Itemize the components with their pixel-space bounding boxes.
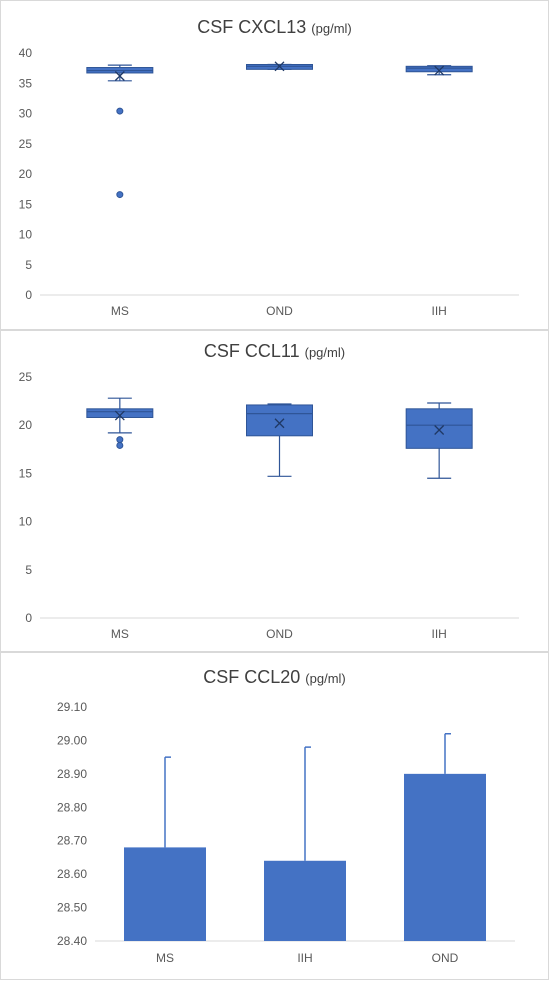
- ccl20-y-tick-label: 28.70: [57, 834, 87, 848]
- ccl20-bar: [404, 773, 486, 941]
- ccl20-y-tick-label: 28.80: [57, 800, 87, 814]
- ccl11-box: [405, 408, 473, 449]
- ccl20-bar-chart: 28.40 28.50 28.60 28.70 28.80 28.90 29.00 29.10…: [57, 700, 515, 965]
- cxcl13-y-tick-label: 5: [25, 258, 32, 272]
- ccl11-category-label: MS: [111, 627, 129, 641]
- ccl11-outlier-point: [116, 436, 124, 444]
- cxcl13-y-tick-label: 10: [19, 228, 33, 242]
- ccl20-title-text: CSF CCL20: [203, 667, 301, 687]
- ccl20-y-tick-label: 28.60: [57, 867, 87, 881]
- ccl11-mean-marker: [114, 410, 125, 421]
- ccl11-y-tick-label: 5: [25, 563, 32, 577]
- cxcl13-y-tick-label: 20: [19, 167, 33, 181]
- ccl20-bar: [264, 860, 346, 941]
- ccl11-box-plot: 0 5 10 15 20 25 MS OND IIH: [19, 370, 519, 641]
- cxcl13-title: CSF CXCL13 (pg/ml): [1, 17, 548, 38]
- ccl11-title: CSF CCL11 (pg/ml): [1, 341, 548, 362]
- ccl11-title-text: CSF CCL11: [203, 341, 300, 361]
- ccl11-category-label: OND: [266, 627, 293, 641]
- ccl11-y-tick-label: 25: [19, 370, 33, 384]
- cxcl13-box-plot: 0 5 10 15 20 25 30 35 40 MS OND IIH: [19, 46, 519, 318]
- ccl20-bar: [124, 847, 206, 941]
- cxcl13-title-unit: (pg/ml): [311, 21, 352, 36]
- cxcl13-category-label: MS: [111, 304, 129, 318]
- ccl20-y-tick-label: 28.90: [57, 767, 87, 781]
- cxcl13-category-label: OND: [266, 304, 293, 318]
- ccl20-y-tick-label: 29.10: [57, 700, 87, 714]
- cxcl13-category-label: IIH: [431, 304, 446, 318]
- ccl11-y-tick-label: 10: [19, 515, 33, 529]
- ccl11-y-tick-label: 20: [19, 418, 33, 432]
- ccl11-category-label: IIH: [431, 627, 446, 641]
- cxcl13-y-tick-label: 30: [19, 107, 33, 121]
- ccl11-title-unit: (pg/ml): [304, 345, 346, 360]
- ccl11-box: [86, 408, 154, 418]
- cxcl13-mean-marker: [434, 65, 445, 76]
- cxcl13-y-tick-label: 25: [19, 137, 33, 151]
- ccl20-title-unit: (pg/ml): [305, 671, 346, 686]
- ccl20-y-tick-label: 29.00: [57, 733, 87, 747]
- ccl11-y-tick-label: 15: [19, 466, 33, 480]
- ccl20-category-label: IIH: [297, 951, 312, 965]
- cxcl13-panel: CSF CXCL13 (pg/ml) 0 5 10 15 20 25 30 35 40 MS OND…: [0, 0, 549, 330]
- ccl11-mean-marker: [274, 418, 285, 429]
- cxcl13-mean-marker: [274, 61, 285, 72]
- ccl20-category-label: MS: [156, 951, 174, 965]
- cxcl13-y-tick-label: 35: [19, 76, 33, 90]
- ccl11-panel: CSF CCL11 (pg/ml) 0 5 10 15 20 25 MS OND IIH: [0, 330, 549, 652]
- ccl20-category-label: OND: [432, 951, 459, 965]
- ccl11-y-tick-label: 0: [25, 611, 32, 625]
- cxcl13-box: [405, 65, 473, 73]
- cxcl13-title-text: CSF CXCL13: [197, 17, 307, 37]
- cxcl13-y-tick-label: 0: [25, 288, 32, 302]
- ccl11-box: [246, 404, 313, 437]
- cxcl13-outlier-point: [116, 107, 124, 115]
- cxcl13-outlier-point: [116, 191, 124, 199]
- ccl20-y-tick-label: 28.50: [57, 901, 87, 915]
- cxcl13-y-tick-label: 40: [19, 46, 33, 60]
- cxcl13-mean-marker: [114, 71, 125, 81]
- ccl20-panel: CSF CCL20 (pg/ml) 28.40 28.50 28.60 28.70 28…: [0, 652, 549, 980]
- ccl11-outlier-point: [116, 441, 124, 449]
- ccl20-y-tick-label: 28.40: [57, 934, 87, 948]
- cxcl13-y-tick-label: 15: [19, 197, 33, 211]
- ccl11-mean-marker: [434, 425, 445, 435]
- ccl20-title: CSF CCL20 (pg/ml): [1, 667, 548, 688]
